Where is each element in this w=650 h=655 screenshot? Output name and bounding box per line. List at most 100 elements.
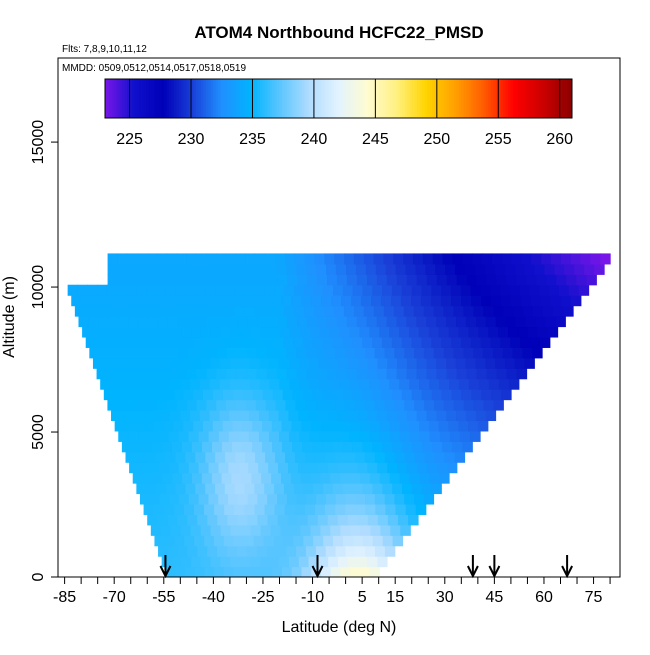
heatmap-cell: [451, 336, 462, 348]
heatmap-cell: [319, 326, 331, 338]
heatmap-cell: [166, 253, 178, 265]
heatmap-cell: [252, 441, 263, 453]
heatmap-cell: [362, 336, 373, 348]
heatmap-cell: [417, 462, 428, 474]
heatmap-cell: [102, 357, 114, 369]
heatmap-cell: [384, 493, 395, 505]
heatmap-cell: [156, 399, 168, 411]
colorbar-segment: [213, 79, 217, 118]
site-arrow: [159, 555, 172, 579]
colorbar-segment: [385, 79, 389, 118]
heatmap-cell: [274, 284, 285, 296]
heatmap-cell: [263, 535, 275, 547]
colorbar-segment: [304, 79, 308, 118]
colorbar-segment: [250, 79, 253, 118]
heatmap-cell: [143, 389, 155, 401]
colorbar-segment: [441, 79, 445, 118]
colorbar-segment: [569, 79, 573, 118]
heatmap-cell: [397, 514, 409, 526]
heatmap-cell: [488, 326, 499, 338]
heatmap-cell: [462, 253, 473, 265]
heatmap-cell: [400, 524, 411, 536]
heatmap-cell: [405, 503, 417, 515]
heatmap-cell: [293, 336, 304, 348]
heatmap-cell: [207, 347, 218, 359]
heatmap-cell: [157, 274, 169, 286]
heatmap-cell: [501, 389, 512, 401]
heatmap-cell: [261, 472, 272, 484]
heatmap-cell: [138, 347, 149, 359]
heatmap-cell: [269, 556, 280, 568]
heatmap-cell: [351, 295, 362, 307]
heatmap-cell: [458, 326, 469, 338]
heatmap-cell: [367, 556, 378, 568]
heatmap-cell: [345, 545, 356, 557]
heatmap-cell: [309, 326, 321, 338]
heatmap-cell: [235, 451, 246, 463]
heatmap-cell: [428, 326, 440, 338]
heatmap-cell: [175, 566, 186, 577]
heatmap-cell: [136, 368, 148, 380]
heatmap-cell: [370, 524, 381, 536]
heatmap-cell: [360, 472, 371, 484]
heatmap-cell: [242, 441, 253, 453]
heatmap-cell: [256, 347, 268, 359]
heatmap-cell: [460, 284, 472, 296]
y-tick-label: 5000: [30, 414, 47, 450]
colorbar-segment: [141, 79, 145, 118]
heatmap-cell: [574, 263, 585, 275]
colorbar-segment: [203, 79, 207, 118]
heatmap-cell: [227, 545, 238, 557]
heatmap-cell: [426, 368, 438, 380]
colorbar-segment: [311, 79, 315, 118]
heatmap-cell: [166, 399, 178, 411]
heatmap-cell: [285, 399, 297, 411]
heatmap-cell: [396, 409, 408, 422]
colorbar-segment: [323, 79, 327, 118]
colorbar-segment: [281, 79, 285, 118]
heatmap-cell: [132, 472, 144, 484]
heatmap-cell: [287, 274, 298, 286]
heatmap-cell: [127, 253, 138, 265]
heatmap-cell: [450, 295, 462, 307]
heatmap-cell: [359, 566, 371, 577]
colorbar-segment: [291, 79, 295, 118]
heatmap-cell: [334, 253, 345, 265]
heatmap-cell: [330, 524, 341, 536]
heatmap-cell: [477, 420, 489, 432]
heatmap-cell: [92, 357, 104, 369]
heatmap-cell: [382, 483, 393, 495]
heatmap-cell: [248, 430, 260, 442]
heatmap-cell: [217, 316, 229, 328]
heatmap-cell: [299, 378, 311, 390]
colorbar-segment: [466, 79, 470, 118]
heatmap-cell: [357, 514, 369, 526]
heatmap-cell: [287, 316, 298, 328]
heatmap-cell: [185, 483, 196, 495]
heatmap-cell: [372, 483, 383, 495]
heatmap-cell: [360, 420, 371, 432]
heatmap-cell: [322, 389, 333, 401]
heatmap-cell: [267, 274, 278, 286]
heatmap-cell: [540, 295, 552, 307]
heatmap-cell: [335, 503, 346, 515]
heatmap-cell: [337, 514, 349, 526]
heatmap-cell: [207, 274, 218, 286]
heatmap-cell: [161, 556, 173, 568]
heatmap-cell: [177, 514, 188, 526]
heatmap-cell: [262, 566, 273, 577]
heatmap-cell: [433, 347, 445, 359]
heatmap-cell: [503, 305, 514, 317]
heatmap-cell: [516, 274, 528, 286]
colorbar-segment: [129, 79, 133, 118]
colorbar-segment: [136, 79, 140, 118]
heatmap-cell: [268, 409, 280, 422]
heatmap-cell: [211, 472, 223, 484]
heatmap-cell: [226, 263, 238, 275]
colorbar-segment: [107, 79, 111, 118]
heatmap-cell: [267, 493, 278, 505]
heatmap-cell: [303, 284, 314, 296]
heatmap-cell: [357, 409, 368, 422]
heatmap-cell: [224, 483, 236, 495]
heatmap-cell: [116, 368, 128, 380]
